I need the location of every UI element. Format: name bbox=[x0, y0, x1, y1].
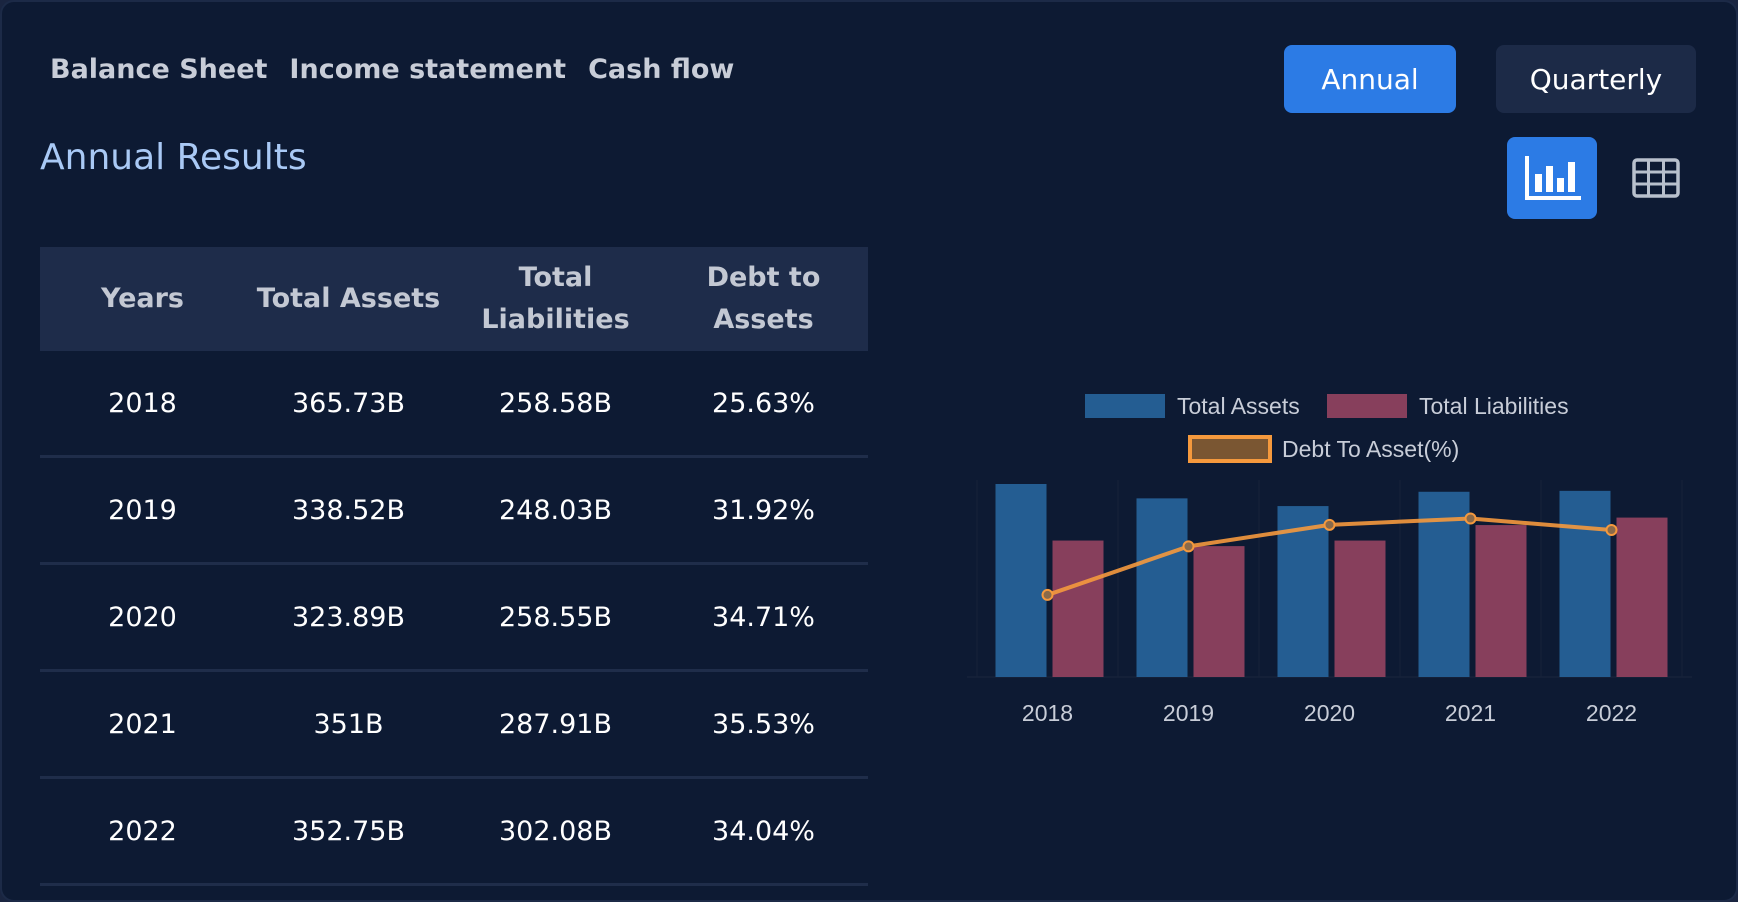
table-row: 2019 338.52B 248.03B 31.92% bbox=[40, 456, 868, 565]
cell-debt-to-assets: 34.04% bbox=[659, 777, 868, 886]
legend-swatch-debt-to-asset bbox=[1188, 435, 1272, 463]
table-row: 2020 323.89B 258.55B 34.71% bbox=[40, 563, 868, 672]
legend-swatch-total-assets bbox=[1085, 394, 1165, 418]
bar-total-assets bbox=[1559, 490, 1611, 677]
tab-balance-sheet[interactable]: Balance Sheet bbox=[50, 54, 268, 85]
cell-total-liabilities: 302.08B bbox=[452, 777, 659, 886]
annual-button[interactable]: Annual bbox=[1284, 45, 1456, 113]
x-tick-label: 2021 bbox=[1445, 700, 1496, 726]
point-debt-to-asset bbox=[1605, 524, 1618, 537]
table-header-row: Years Total Assets Total Liabilities Deb… bbox=[40, 247, 868, 351]
point-debt-to-asset bbox=[1041, 588, 1054, 601]
cell-total-liabilities: 258.55B bbox=[452, 563, 659, 672]
cell-year: 2022 bbox=[40, 777, 245, 886]
cell-year: 2020 bbox=[40, 563, 245, 672]
bar-total-assets bbox=[995, 484, 1047, 677]
statement-tabs: Balance Sheet Income statement Cash flow bbox=[50, 54, 734, 85]
legend-label-total-liabilities: Total Liabilities bbox=[1419, 393, 1569, 419]
x-tick-label: 2019 bbox=[1163, 700, 1214, 726]
bar-total-liabilities bbox=[1193, 546, 1245, 677]
tab-income-statement[interactable]: Income statement bbox=[289, 54, 567, 85]
cell-debt-to-assets: 35.53% bbox=[659, 670, 868, 779]
header-total-liabilities: Total Liabilities bbox=[452, 247, 659, 351]
tab-cash-flow[interactable]: Cash flow bbox=[588, 54, 735, 85]
table-grid-icon bbox=[1632, 158, 1680, 198]
bar-total-assets bbox=[1277, 506, 1329, 677]
point-debt-to-asset bbox=[1323, 518, 1336, 531]
table-view-button[interactable] bbox=[1622, 137, 1690, 219]
bar-total-liabilities bbox=[1334, 540, 1386, 677]
point-debt-to-asset bbox=[1182, 540, 1195, 553]
cell-debt-to-assets: 31.92% bbox=[659, 456, 868, 565]
bar-total-liabilities bbox=[1052, 540, 1104, 677]
x-tick-label: 2020 bbox=[1304, 700, 1355, 726]
cell-year: 2018 bbox=[40, 351, 245, 458]
bar-chart-icon bbox=[1525, 156, 1581, 200]
legend-label-debt-to-asset: Debt To Asset(%) bbox=[1282, 436, 1459, 462]
header-debt-to-assets: Debt to Assets bbox=[659, 247, 868, 351]
page-title: Annual Results bbox=[40, 137, 307, 178]
bar-total-assets bbox=[1418, 491, 1470, 677]
table-row: 2021 351B 287.91B 35.53% bbox=[40, 670, 868, 779]
cell-total-liabilities: 248.03B bbox=[452, 456, 659, 565]
table-row: 2018 365.73B 258.58B 25.63% bbox=[40, 351, 868, 458]
cell-total-liabilities: 258.58B bbox=[452, 351, 659, 458]
cell-debt-to-assets: 34.71% bbox=[659, 563, 868, 672]
cell-debt-to-assets: 25.63% bbox=[659, 351, 868, 458]
results-table: Years Total Assets Total Liabilities Deb… bbox=[40, 247, 868, 886]
bar-total-assets bbox=[1136, 498, 1188, 677]
cell-total-assets: 351B bbox=[245, 670, 452, 779]
cell-year: 2021 bbox=[40, 670, 245, 779]
table-row: 2022 352.75B 302.08B 34.04% bbox=[40, 777, 868, 886]
cell-year: 2019 bbox=[40, 456, 245, 565]
quarterly-button[interactable]: Quarterly bbox=[1496, 45, 1696, 113]
cell-total-assets: 352.75B bbox=[245, 777, 452, 886]
point-debt-to-asset bbox=[1464, 512, 1477, 525]
chart-view-button[interactable] bbox=[1507, 137, 1597, 219]
legend-label-total-assets: Total Assets bbox=[1177, 393, 1300, 419]
x-tick-label: 2022 bbox=[1586, 700, 1637, 726]
legend-swatch-total-liabilities bbox=[1327, 394, 1407, 418]
cell-total-liabilities: 287.91B bbox=[452, 670, 659, 779]
header-total-assets: Total Assets bbox=[245, 247, 452, 351]
cell-total-assets: 365.73B bbox=[245, 351, 452, 458]
cell-total-assets: 338.52B bbox=[245, 456, 452, 565]
bar-total-liabilities bbox=[1616, 517, 1668, 677]
x-tick-label: 2018 bbox=[1022, 700, 1073, 726]
chart-container: Total Assets Total Liabilities Debt To Ass… bbox=[942, 372, 1702, 742]
bar-total-liabilities bbox=[1475, 525, 1527, 677]
header-years: Years bbox=[40, 247, 245, 351]
cell-total-assets: 323.89B bbox=[245, 563, 452, 672]
assets-liabilities-chart: Total Assets Total Liabilities Debt To Ass… bbox=[967, 393, 1692, 726]
